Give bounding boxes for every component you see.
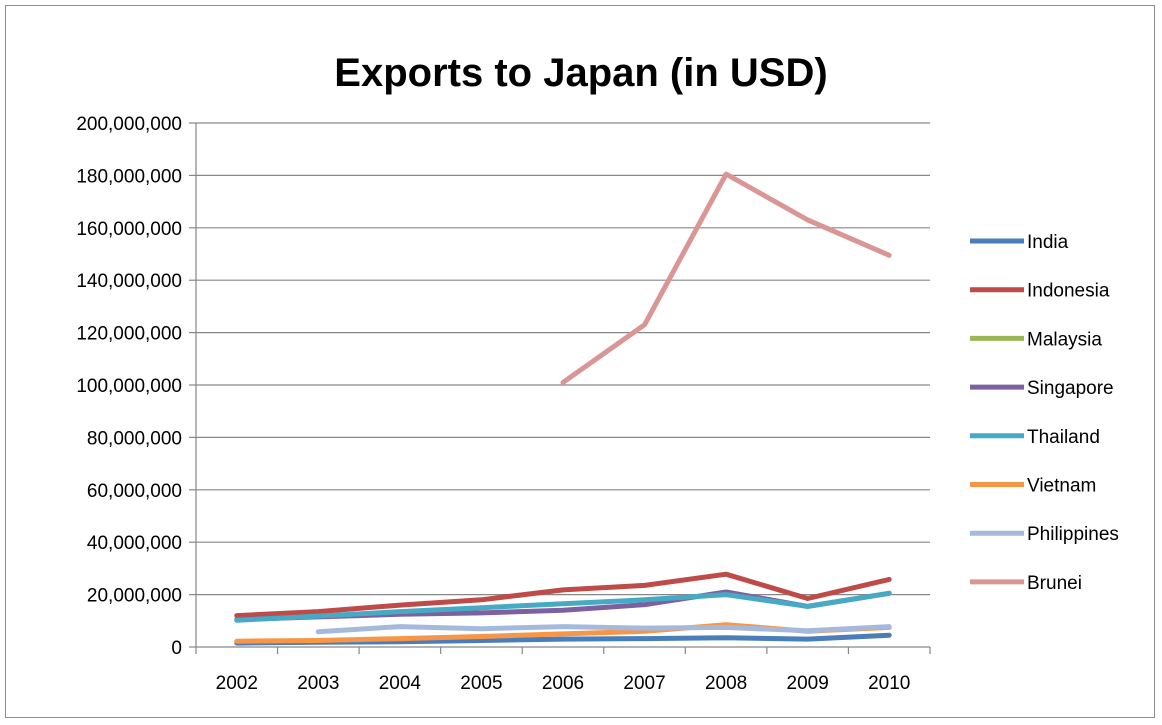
y-tick-label: 20,000,000: [87, 586, 182, 607]
series-line-brunei: [563, 174, 889, 382]
y-tick-label: 40,000,000: [87, 533, 182, 554]
y-tick-label: 0: [171, 638, 182, 659]
x-tick-label: 2003: [297, 673, 339, 694]
x-axis-tick-labels: 2002 2003 2004 2005 2006 2007 2008 2009 2010: [216, 673, 911, 694]
series-line-thailand: [237, 593, 889, 620]
y-tick-label: 100,000,000: [76, 376, 182, 397]
legend: India Indonesia Malaysia Singapore Thailand V…: [970, 232, 1119, 594]
y-tick-label: 80,000,000: [87, 428, 182, 449]
gridlines: [196, 123, 930, 595]
legend-label-philippines: Philippines: [1027, 524, 1119, 545]
axes: [189, 123, 930, 654]
legend-label-thailand: Thailand: [1027, 427, 1100, 448]
y-tick-label: 180,000,000: [76, 166, 182, 187]
series-lines: [237, 174, 889, 643]
x-tick-label: 2010: [868, 673, 910, 694]
x-tick-label: 2005: [460, 673, 502, 694]
y-tick-label: 120,000,000: [76, 324, 182, 345]
y-tick-label: 160,000,000: [76, 219, 182, 240]
y-tick-label: 60,000,000: [87, 481, 182, 502]
y-tick-label: 200,000,000: [76, 114, 182, 135]
legend-label-vietnam: Vietnam: [1027, 476, 1096, 497]
chart-title: Exports to Japan (in USD): [334, 51, 827, 95]
x-tick-label: 2007: [623, 673, 665, 694]
legend-label-indonesia: Indonesia: [1027, 281, 1110, 302]
legend-label-brunei: Brunei: [1027, 573, 1082, 594]
x-tick-label: 2006: [542, 673, 584, 694]
x-tick-label: 2009: [787, 673, 829, 694]
x-tick-label: 2008: [705, 673, 747, 694]
y-tick-label: 140,000,000: [76, 271, 182, 292]
x-tick-label: 2002: [216, 673, 258, 694]
x-tick-label: 2004: [379, 673, 422, 694]
legend-label-singapore: Singapore: [1027, 378, 1114, 399]
y-axis-tick-labels: 0 20,000,000 40,000,000 60,000,000 80,000,00…: [76, 114, 182, 659]
legend-label-india: India: [1027, 232, 1069, 253]
legend-label-malaysia: Malaysia: [1027, 329, 1102, 350]
